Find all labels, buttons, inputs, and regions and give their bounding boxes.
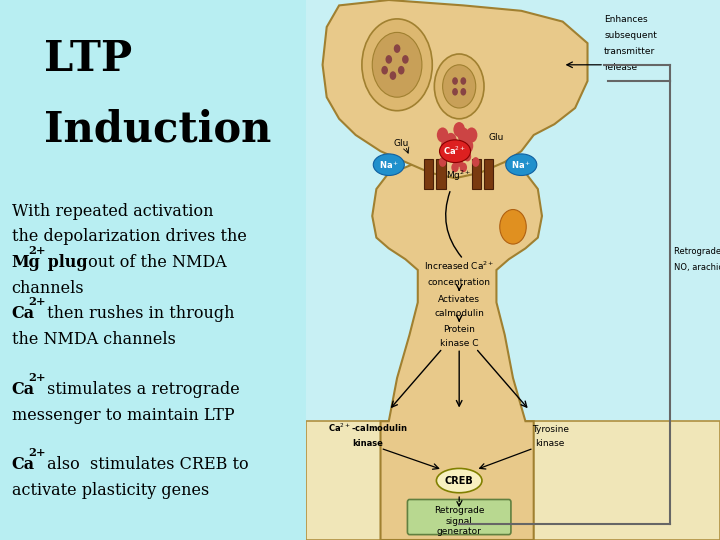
Circle shape: [439, 157, 446, 167]
Bar: [306, 421, 720, 540]
Text: Ca$^{2+}$: Ca$^{2+}$: [444, 145, 467, 157]
Circle shape: [456, 157, 463, 167]
Circle shape: [460, 88, 467, 96]
Text: Glu: Glu: [394, 139, 409, 148]
Circle shape: [394, 44, 400, 53]
Circle shape: [385, 55, 392, 64]
Text: Increased Ca$^{2+}$: Increased Ca$^{2+}$: [424, 260, 495, 272]
Circle shape: [452, 77, 458, 85]
Text: subsequent: subsequent: [604, 31, 657, 40]
Text: 2+: 2+: [28, 245, 46, 256]
Polygon shape: [372, 151, 542, 540]
Text: generator: generator: [437, 528, 482, 536]
Circle shape: [457, 127, 469, 143]
Text: Na$^+$: Na$^+$: [511, 159, 531, 171]
Text: Tyrosine: Tyrosine: [532, 425, 569, 434]
Circle shape: [372, 32, 422, 97]
Text: messenger to maintain LTP: messenger to maintain LTP: [12, 407, 234, 423]
Text: transmitter: transmitter: [604, 47, 655, 56]
Text: NO, arachidonic acid: NO, arachidonic acid: [675, 263, 720, 272]
Circle shape: [451, 163, 459, 172]
Text: Mg$^{2+}$: Mg$^{2+}$: [446, 168, 472, 183]
Circle shape: [447, 152, 454, 161]
Text: Ca: Ca: [12, 456, 35, 473]
Text: kinase C: kinase C: [440, 339, 478, 348]
Circle shape: [445, 133, 456, 148]
Circle shape: [452, 88, 458, 96]
Circle shape: [459, 163, 467, 172]
Circle shape: [472, 157, 480, 167]
Circle shape: [466, 127, 477, 143]
Text: then rushes in through: then rushes in through: [42, 305, 234, 322]
Text: Retrograde: Retrograde: [434, 506, 485, 515]
Ellipse shape: [373, 154, 405, 176]
Text: stimulates a retrograde: stimulates a retrograde: [42, 381, 239, 397]
Text: CREB: CREB: [445, 476, 474, 485]
Circle shape: [460, 77, 467, 85]
Text: 2+: 2+: [28, 372, 46, 383]
Circle shape: [449, 144, 461, 159]
Circle shape: [462, 138, 473, 153]
FancyBboxPatch shape: [408, 500, 511, 535]
Circle shape: [443, 65, 476, 108]
Circle shape: [454, 122, 465, 137]
Bar: [472, 159, 481, 189]
Text: Ca: Ca: [12, 305, 35, 322]
Circle shape: [434, 54, 484, 119]
Text: plug: plug: [42, 254, 87, 271]
Text: calmodulin: calmodulin: [434, 309, 484, 318]
Ellipse shape: [439, 140, 471, 163]
Text: Na$^+$: Na$^+$: [379, 159, 399, 171]
Bar: [484, 159, 493, 189]
Text: kinase: kinase: [353, 438, 384, 448]
Polygon shape: [323, 0, 588, 178]
Text: activate plasticity genes: activate plasticity genes: [12, 482, 209, 499]
Text: Induction: Induction: [45, 108, 271, 150]
Text: out of the NMDA: out of the NMDA: [83, 254, 227, 271]
Text: Retrograde messengers:: Retrograde messengers:: [675, 247, 720, 256]
Text: the depolarization drives the: the depolarization drives the: [12, 228, 246, 245]
Text: concentration: concentration: [428, 278, 491, 287]
Text: Mg: Mg: [12, 254, 40, 271]
Circle shape: [362, 19, 432, 111]
Text: Protein: Protein: [444, 325, 475, 334]
Text: also  stimulates CREB to: also stimulates CREB to: [42, 456, 248, 473]
Text: Ca: Ca: [12, 381, 35, 397]
Text: Glu: Glu: [489, 133, 504, 143]
Circle shape: [464, 152, 471, 161]
Bar: [424, 159, 433, 189]
Circle shape: [437, 127, 449, 143]
Text: Enhances: Enhances: [604, 15, 648, 24]
Circle shape: [402, 55, 409, 64]
Text: Ca$^{2+}$-calmodulin: Ca$^{2+}$-calmodulin: [328, 422, 408, 434]
Text: the NMDA channels: the NMDA channels: [12, 331, 176, 348]
Text: With repeated activation: With repeated activation: [12, 202, 213, 219]
Circle shape: [398, 66, 405, 75]
Text: kinase: kinase: [536, 438, 565, 448]
Text: 2+: 2+: [28, 447, 46, 458]
Text: signal: signal: [446, 517, 472, 525]
Text: 2+: 2+: [28, 296, 46, 307]
Text: release: release: [604, 63, 637, 72]
Text: channels: channels: [12, 280, 84, 297]
Circle shape: [382, 66, 388, 75]
Ellipse shape: [505, 154, 537, 176]
Circle shape: [500, 210, 526, 244]
Circle shape: [390, 71, 396, 80]
Circle shape: [441, 138, 453, 153]
Text: Activates: Activates: [438, 295, 480, 305]
Ellipse shape: [436, 468, 482, 492]
Text: LTP: LTP: [45, 38, 132, 80]
Bar: [436, 159, 446, 189]
